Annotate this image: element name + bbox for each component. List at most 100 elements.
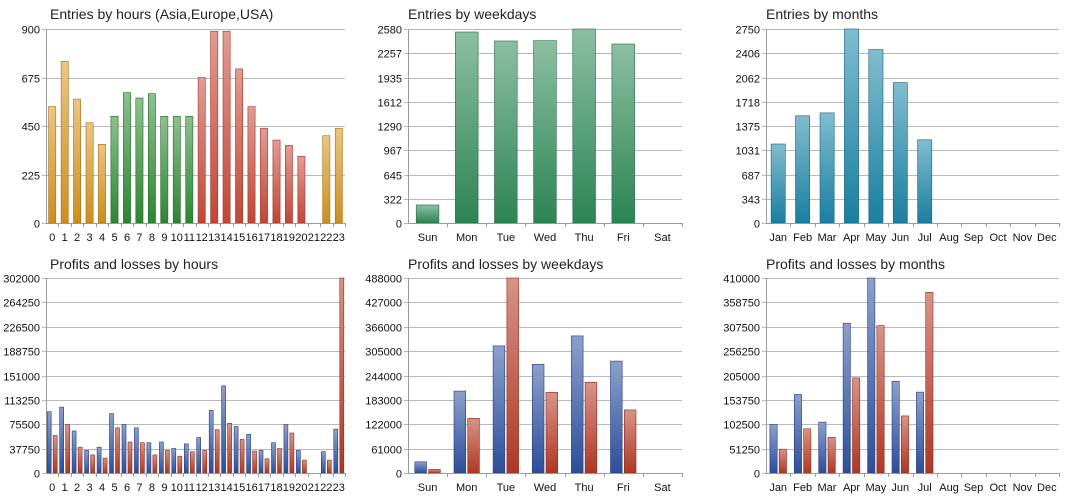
bar-profit bbox=[769, 424, 778, 474]
bar-loss bbox=[803, 428, 812, 474]
bar-loss bbox=[115, 427, 120, 474]
x-tick-label: Sep bbox=[964, 482, 984, 494]
bar-loss bbox=[467, 418, 480, 474]
y-tick-label: 687 bbox=[742, 171, 760, 183]
bar-loss bbox=[326, 459, 332, 474]
x-tick-label: Apr bbox=[843, 232, 860, 244]
bar-profit bbox=[891, 380, 900, 474]
bar-loss bbox=[277, 448, 282, 474]
bar-profit bbox=[283, 424, 289, 474]
bar-profit bbox=[84, 450, 89, 474]
chart-profits-by-months: Profits and losses by months 0 51250 102500… bbox=[716, 250, 1071, 500]
y-tick-label: 1290 bbox=[378, 122, 402, 134]
x-tick-label: 17 bbox=[258, 232, 270, 244]
bar-loss bbox=[506, 277, 519, 474]
bar bbox=[98, 144, 106, 224]
x-tick-label: Feb bbox=[793, 482, 812, 494]
x-tick-label: 11 bbox=[184, 232, 195, 244]
bar-loss bbox=[852, 377, 861, 474]
y-tick-label: 450 bbox=[22, 122, 40, 134]
bar-loss bbox=[77, 446, 83, 474]
bar-loss bbox=[252, 450, 257, 474]
bar bbox=[455, 31, 479, 224]
x-tick-label: 1 bbox=[62, 232, 68, 244]
bar-loss bbox=[152, 454, 158, 474]
y-tick-label: 675 bbox=[22, 74, 40, 86]
x-tick-label: 12 bbox=[196, 232, 208, 244]
bar bbox=[892, 82, 908, 224]
chart-svg: Entries by months 0 343 687 1031 1375 1718 2062… bbox=[736, 6, 1060, 244]
bar-profit bbox=[46, 411, 52, 474]
bar-profit bbox=[916, 391, 924, 474]
x-tick-label: 7 bbox=[136, 482, 142, 494]
bar bbox=[135, 97, 144, 224]
chart-title: Entries by weekdays bbox=[408, 6, 536, 22]
x-tick-label: 10 bbox=[171, 232, 183, 244]
y-tick-label: 153750 bbox=[723, 396, 760, 408]
x-tick-label: 14 bbox=[220, 482, 232, 494]
bar-profit bbox=[414, 461, 427, 474]
x-tick-label: 13 bbox=[208, 482, 220, 494]
bar-profit bbox=[134, 427, 139, 474]
x-tick-label: Sun bbox=[418, 482, 438, 494]
x-tick-label: 9 bbox=[161, 232, 167, 244]
bar-profit bbox=[867, 277, 876, 474]
x-tick-label: Jun bbox=[891, 482, 909, 494]
chart-profits-by-weekdays: Profits and losses by weekdays 0 61000 1220… bbox=[358, 250, 713, 500]
bar-loss bbox=[876, 325, 885, 474]
y-tick-label: 1935 bbox=[378, 74, 402, 86]
bar-loss bbox=[102, 457, 108, 474]
bar bbox=[611, 43, 635, 224]
x-tick-label: Oct bbox=[989, 482, 1006, 494]
y-tick-label: 366000 bbox=[365, 323, 402, 335]
x-tick-label: 21 bbox=[308, 232, 320, 244]
y-tick-label: 61000 bbox=[371, 445, 402, 457]
x-tick-label: 1 bbox=[62, 482, 68, 494]
y-tick-label: 0 bbox=[34, 219, 40, 231]
x-tick-label: 5 bbox=[111, 232, 117, 244]
bar-loss bbox=[428, 469, 441, 474]
x-tick-label: 14 bbox=[220, 232, 232, 244]
y-tick-label: 900 bbox=[22, 25, 40, 37]
x-tick-label: 21 bbox=[308, 482, 320, 494]
y-tick-label: 343 bbox=[742, 195, 760, 207]
bar bbox=[272, 139, 281, 224]
bar-profit bbox=[842, 322, 851, 474]
x-tick-label: 17 bbox=[258, 482, 270, 494]
chart-entries-by-hours: Entries by hours (Asia,Europe,USA) 0 225 45… bbox=[0, 0, 355, 250]
x-tick-label: 7 bbox=[136, 232, 142, 244]
x-tick-label: 8 bbox=[149, 482, 155, 494]
bar-loss bbox=[202, 450, 207, 474]
x-tick-label: 5 bbox=[111, 482, 117, 494]
chart-entries-by-weekdays: Entries by weekdays 0 322 645 967 1290 1612 193… bbox=[358, 0, 713, 250]
bar-loss bbox=[925, 291, 934, 474]
bar bbox=[795, 115, 810, 224]
x-tick-label: Jun bbox=[891, 232, 909, 244]
x-tick-label: 13 bbox=[208, 232, 220, 244]
bar bbox=[60, 60, 69, 224]
x-tick-label: Wed bbox=[534, 482, 556, 494]
x-tick-label: Aug bbox=[939, 482, 959, 494]
x-tick-label: 4 bbox=[99, 232, 105, 244]
y-tick-label: 305000 bbox=[365, 347, 402, 359]
bar-profit bbox=[208, 410, 214, 474]
bar-profit bbox=[121, 424, 127, 474]
bar-loss bbox=[827, 437, 836, 474]
chart-svg: Profits and losses by months 0 51250 102500… bbox=[723, 256, 1060, 494]
bar bbox=[123, 92, 131, 224]
bar-loss bbox=[140, 442, 145, 474]
x-tick-label: Dec bbox=[1037, 232, 1057, 244]
x-tick-label: Thu bbox=[575, 482, 594, 494]
bar bbox=[770, 143, 786, 224]
x-tick-label: Tue bbox=[497, 232, 516, 244]
x-tick-label: Thu bbox=[575, 232, 594, 244]
y-tick-label: 0 bbox=[396, 469, 402, 481]
bar-loss bbox=[545, 392, 558, 474]
bar bbox=[197, 77, 206, 224]
y-tick-label: 967 bbox=[384, 146, 402, 158]
bar-loss bbox=[339, 277, 345, 474]
y-tick-label: 75500 bbox=[9, 420, 40, 432]
y-tick-label: 0 bbox=[396, 219, 402, 231]
bar-profit bbox=[794, 394, 802, 474]
x-tick-label: 23 bbox=[333, 482, 345, 494]
